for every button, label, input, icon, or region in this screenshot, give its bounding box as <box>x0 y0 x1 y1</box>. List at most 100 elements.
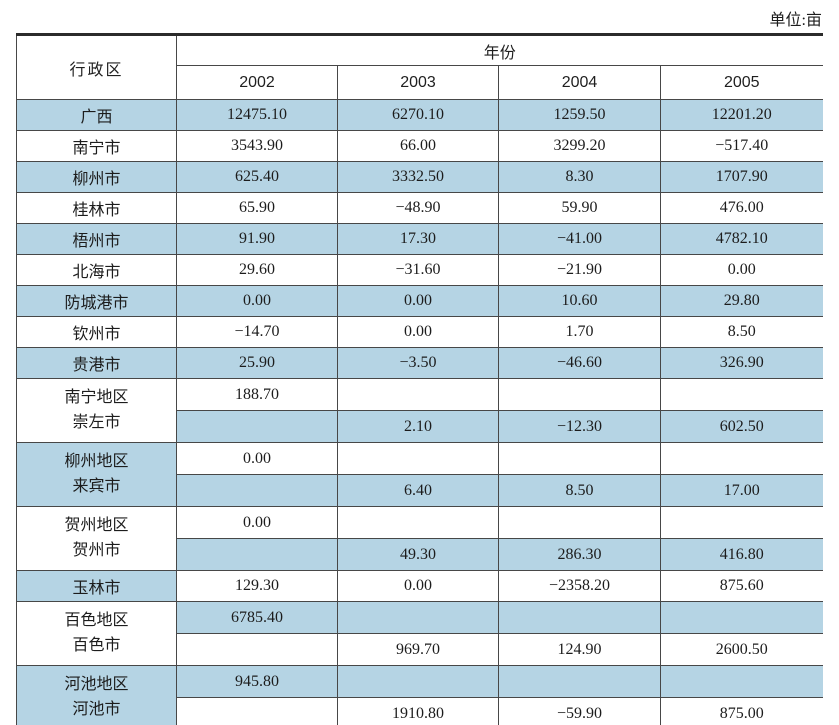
region-label: 百色地区 百色市 <box>16 601 177 666</box>
value-cell <box>176 474 338 507</box>
region-label: 河池地区 河池市 <box>16 665 177 725</box>
table-row-group-top: 河池地区 河池市 945.80 <box>16 665 823 725</box>
value-cell: 65.90 <box>176 192 338 224</box>
table-row-group-top: 南宁地区 崇左市 188.70 <box>16 378 823 443</box>
value-cell: 625.40 <box>176 161 338 193</box>
table-row: 钦州市 −14.70 0.00 1.70 8.50 <box>16 316 823 348</box>
value-cell: 2600.50 <box>659 633 823 666</box>
value-cell <box>337 506 499 539</box>
value-cell: 29.60 <box>176 254 338 286</box>
region-label: 梧州市 <box>16 223 177 255</box>
value-cell <box>498 506 661 539</box>
value-cell: 0.00 <box>337 285 499 317</box>
value-cell: 416.80 <box>659 538 823 571</box>
value-cell <box>337 378 499 411</box>
value-cell: 8.30 <box>498 161 661 193</box>
year-header-2004: 2004 <box>498 65 661 100</box>
table-row: 北海市 29.60 −31.60 −21.90 0.00 <box>16 254 823 286</box>
value-cell: 1707.90 <box>659 161 823 193</box>
table-row-group-bottom: 969.70 124.90 2600.50 <box>17 633 823 666</box>
region-label: 玉林市 <box>16 570 177 602</box>
header-row-years: 2002 2003 2004 2005 <box>17 65 823 100</box>
value-cell: 875.60 <box>659 570 823 602</box>
value-cell: 945.80 <box>176 665 338 698</box>
year-header-2005: 2005 <box>659 65 823 100</box>
value-cell: 2.10 <box>337 410 499 443</box>
value-cell: 8.50 <box>659 316 823 348</box>
value-cell: −59.90 <box>498 697 661 725</box>
value-cell <box>337 442 499 475</box>
table-row: 防城港市 0.00 0.00 10.60 29.80 <box>16 285 823 317</box>
value-cell: −517.40 <box>659 130 823 162</box>
value-cell: 0.00 <box>337 570 499 602</box>
value-cell <box>176 697 338 725</box>
value-cell: 188.70 <box>176 378 338 411</box>
year-header-2003: 2003 <box>337 65 499 100</box>
region-label: 南宁地区 崇左市 <box>16 378 177 443</box>
value-cell: 3299.20 <box>498 130 661 162</box>
table-row: 柳州市 625.40 3332.50 8.30 1707.90 <box>16 161 823 193</box>
table-row: 贵港市 25.90 −3.50 −46.60 326.90 <box>16 347 823 379</box>
table-row-group-top: 柳州地区 来宾市 0.00 <box>16 442 823 507</box>
value-cell: 1259.50 <box>498 99 661 131</box>
value-cell <box>498 378 661 411</box>
region-label: 北海市 <box>16 254 177 286</box>
value-cell: 12201.20 <box>659 99 823 131</box>
value-cell: 0.00 <box>659 254 823 286</box>
value-cell: 0.00 <box>176 285 338 317</box>
year-group-header: 年份 <box>175 34 823 66</box>
value-cell: 129.30 <box>176 570 338 602</box>
value-cell <box>176 633 338 666</box>
value-cell: 0.00 <box>337 316 499 348</box>
value-cell: 10.60 <box>498 285 661 317</box>
value-cell: 875.00 <box>659 697 823 725</box>
header-row-top: 行政区 年份 <box>16 34 823 100</box>
value-cell: 1910.80 <box>337 697 499 725</box>
table-row: 南宁市 3543.90 66.00 3299.20 −517.40 <box>16 130 823 162</box>
value-cell <box>659 601 823 634</box>
value-cell: 0.00 <box>176 442 338 475</box>
value-cell: −14.70 <box>176 316 338 348</box>
value-cell: 0.00 <box>176 506 338 539</box>
value-cell: 3332.50 <box>337 161 499 193</box>
value-cell: 602.50 <box>659 410 823 443</box>
table-header: 行政区 年份 2002 2003 2004 2005 <box>16 34 823 100</box>
value-cell: 17.30 <box>337 223 499 255</box>
value-cell: −3.50 <box>337 347 499 379</box>
value-cell <box>337 665 499 698</box>
table-row: 广西 12475.10 6270.10 1259.50 12201.20 <box>16 99 823 131</box>
table-row: 玉林市 129.30 0.00 −2358.20 875.60 <box>16 570 823 602</box>
table-row: 桂林市 65.90 −48.90 59.90 476.00 <box>16 192 823 224</box>
region-year-table: 行政区 年份 2002 2003 2004 2005 广西 12475.10 6270.1… <box>16 33 823 725</box>
value-cell <box>498 442 661 475</box>
year-header-2002: 2002 <box>176 65 338 100</box>
region-label: 贺州地区 贺州市 <box>16 506 177 571</box>
table-row-group-bottom: 6.40 8.50 17.00 <box>17 474 823 507</box>
value-cell <box>498 665 661 698</box>
region-label: 钦州市 <box>16 316 177 348</box>
value-cell: 326.90 <box>659 347 823 379</box>
value-cell: 25.90 <box>176 347 338 379</box>
value-cell: 286.30 <box>498 538 661 571</box>
value-cell: 66.00 <box>337 130 499 162</box>
value-cell <box>337 601 499 634</box>
region-label: 贵港市 <box>16 347 177 379</box>
value-cell: 1.70 <box>498 316 661 348</box>
value-cell: 8.50 <box>498 474 661 507</box>
region-label: 柳州市 <box>16 161 177 193</box>
value-cell: 476.00 <box>659 192 823 224</box>
value-cell: 49.30 <box>337 538 499 571</box>
table-row-group-top: 百色地区 百色市 6785.40 <box>16 601 823 666</box>
value-cell <box>498 601 661 634</box>
region-label: 南宁市 <box>16 130 177 162</box>
value-cell: 6270.10 <box>337 99 499 131</box>
value-cell: −46.60 <box>498 347 661 379</box>
region-label: 桂林市 <box>16 192 177 224</box>
value-cell: 969.70 <box>337 633 499 666</box>
value-cell <box>659 442 823 475</box>
value-cell <box>176 410 338 443</box>
region-label: 防城港市 <box>16 285 177 317</box>
value-cell: −2358.20 <box>498 570 661 602</box>
region-label: 广西 <box>16 99 177 131</box>
value-cell: 91.90 <box>176 223 338 255</box>
